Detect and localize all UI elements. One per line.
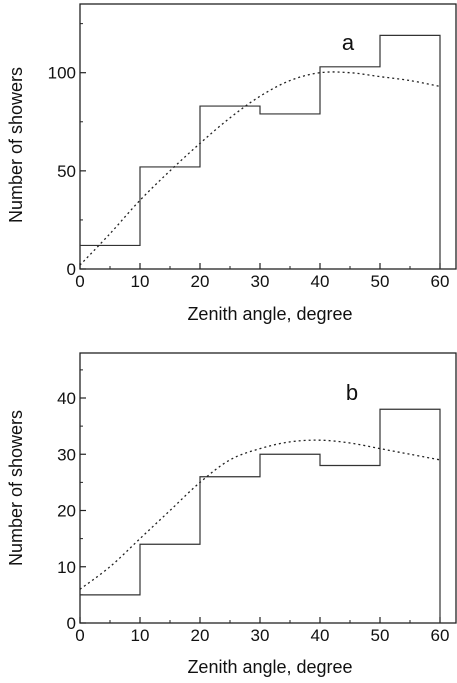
y-axis-label: Number of showers — [6, 410, 26, 566]
x-tick-label: 20 — [191, 626, 210, 645]
plot-frame — [79, 352, 457, 624]
histogram-bin — [200, 106, 260, 269]
x-tick-label: 10 — [131, 272, 150, 291]
y-tick-label: 30 — [57, 445, 76, 464]
x-tick-label: 30 — [251, 272, 270, 291]
x-tick-label: 40 — [311, 626, 330, 645]
histogram-bin — [380, 35, 440, 269]
x-tick-label: 10 — [131, 626, 150, 645]
x-tick-label: 0 — [75, 626, 84, 645]
x-tick-label: 20 — [191, 272, 210, 291]
y-tick-label: 40 — [57, 389, 76, 408]
x-axis-label: Zenith angle, degree — [187, 304, 352, 324]
panel-label: a — [342, 30, 355, 55]
y-tick-label: 10 — [57, 558, 76, 577]
histogram-bin — [140, 544, 200, 623]
chart-panel-b: 0 10 20 30 40 50 60 0 10 20 30 40 b Zenith angle, deg… — [6, 352, 457, 677]
y-axis-label: Number of showers — [6, 67, 26, 223]
histogram-bin — [80, 245, 140, 269]
histogram-bin — [200, 477, 260, 623]
histogram-bin — [380, 409, 440, 623]
x-tick-label: 0 — [75, 272, 84, 291]
y-tick-label: 0 — [67, 260, 76, 279]
histogram-bin — [260, 454, 320, 623]
x-tick-label: 50 — [371, 626, 390, 645]
fit-curve — [79, 71, 441, 266]
plot-frame — [79, 3, 457, 270]
x-axis-label: Zenith angle, degree — [187, 657, 352, 677]
y-tick-label: 100 — [48, 64, 76, 83]
histogram-bars — [80, 408, 441, 623]
histogram-bars — [80, 34, 441, 269]
histogram-bin — [320, 466, 380, 624]
histogram-bin — [260, 114, 320, 269]
x-tick-label: 30 — [251, 626, 270, 645]
histogram-bin — [80, 595, 140, 623]
histogram-bin — [320, 67, 380, 269]
chart-panel-a: 0 10 20 30 40 50 60 0 50 100 a Zenith angle, degree… — [6, 3, 457, 324]
x-tick-label: 50 — [371, 272, 390, 291]
y-tick-label: 0 — [67, 614, 76, 633]
x-tick-label: 60 — [431, 626, 450, 645]
y-tick-label: 20 — [57, 502, 76, 521]
fit-curve — [79, 439, 441, 590]
x-tick-label: 40 — [311, 272, 330, 291]
y-tick-label: 50 — [57, 162, 76, 181]
histogram-bin — [140, 167, 200, 269]
x-tick-label: 60 — [431, 272, 450, 291]
panel-label: b — [346, 380, 358, 405]
